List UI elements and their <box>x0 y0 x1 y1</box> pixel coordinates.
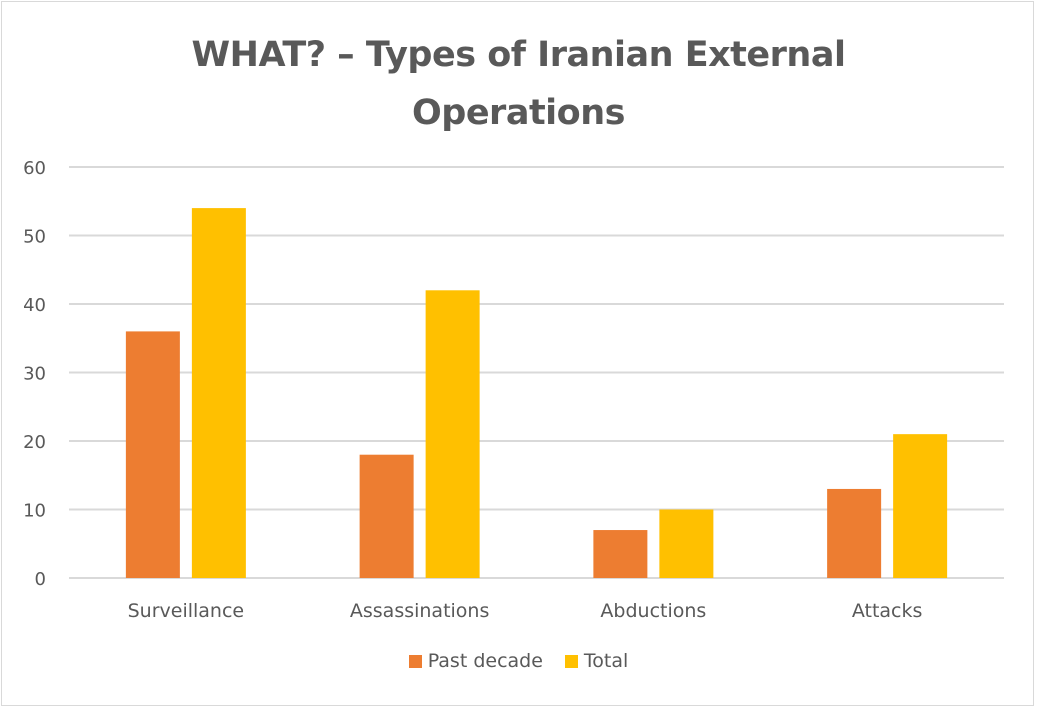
x-category-label: Surveillance <box>128 600 245 622</box>
y-tick-label: 30 <box>23 364 46 385</box>
bars <box>125 208 948 578</box>
bar-total-abductions <box>659 509 714 578</box>
chart-title-line-1: WHAT? – Types of Iranian External <box>191 35 846 75</box>
y-tick-label: 50 <box>23 227 46 248</box>
legend-swatch-past-decade <box>408 654 422 668</box>
x-category-label: Abductions <box>600 600 706 622</box>
x-category-label: Attacks <box>852 600 923 622</box>
y-tick-label: 20 <box>23 432 46 453</box>
chart-title-line-2: Operations <box>412 93 625 133</box>
y-tick-label: 0 <box>35 569 46 590</box>
x-axis-labels: Surveillance Assassinations Abductions Atta… <box>128 600 923 622</box>
chart-title: WHAT? – Types of Iranian External Operat… <box>0 26 1037 142</box>
bar-total-assassinations <box>425 290 480 578</box>
bar-total-attacks <box>893 434 948 578</box>
y-tick-label: 60 <box>23 158 46 179</box>
legend-label-past-decade: Past decade <box>427 650 543 672</box>
x-category-label: Assassinations <box>350 600 490 622</box>
legend-label-total: Total <box>583 650 629 672</box>
legend-item-past-decade: Past decade <box>408 650 543 672</box>
y-tick-label: 40 <box>23 295 46 316</box>
legend-item-total: Total <box>564 650 629 672</box>
y-tick-label: 10 <box>23 501 46 522</box>
bar-past-decade-abductions <box>593 530 648 578</box>
bar-total-surveillance <box>191 208 246 578</box>
bar-past-decade-assassinations <box>359 454 414 578</box>
legend: Past decade Total <box>0 650 1037 672</box>
y-axis-ticks: 0 10 20 30 40 50 60 <box>23 158 46 590</box>
bar-past-decade-surveillance <box>125 331 180 578</box>
legend-swatch-total <box>564 654 578 668</box>
bar-past-decade-attacks <box>827 488 882 578</box>
